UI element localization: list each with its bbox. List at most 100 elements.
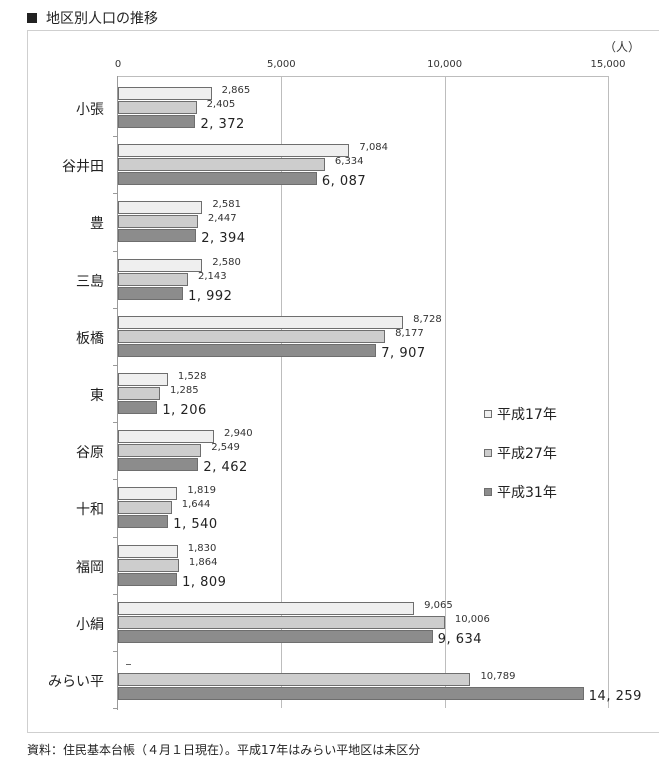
bar-h27 [118,444,202,458]
value-label: 9, 634 [437,631,483,647]
x-tick-label: 10,000 [427,59,463,70]
bar-h17 [118,144,350,158]
bar-h27 [118,615,445,629]
bar-h31 [118,172,317,186]
bar-h31 [118,572,178,586]
value-label: 14, 259 [588,689,642,704]
category-label: 谷井田 [62,159,104,176]
bar-h27 [118,673,471,686]
bar-h27 [118,558,179,572]
legend-item-h27: 平成27年 [484,443,557,463]
category-label: 豊 [90,216,104,233]
category-label: 小張 [76,102,104,118]
legend-label: 平成17年 [497,407,557,423]
chart-title: 地区別人口の推移 [27,8,158,28]
value-label: 2,940 [224,428,253,440]
bar-h27 [118,215,198,229]
value-label: 10,006 [454,613,490,625]
category-tick [113,651,118,652]
bar-h17 [118,430,215,444]
bar-h17 [118,487,178,501]
value-label: 7,084 [359,142,389,154]
value-label: 2, 394 [201,231,246,247]
bar-h27 [118,501,172,515]
value-label: 1,528 [177,371,207,382]
category-label: 十和 [76,502,104,519]
x-tick-label: 5,000 [267,59,296,70]
bar-h17 [118,373,168,386]
no-data-dash [126,664,131,665]
category-label: 三島 [76,273,104,290]
value-label: 2,447 [207,213,237,225]
value-label: 2,143 [198,270,227,282]
value-label: 1, 992 [188,288,233,304]
bar-h31 [118,458,199,472]
category-label: みらい平 [48,674,104,690]
value-label: 6,334 [334,156,364,168]
bar-h31 [118,115,196,128]
x-tick-label: 0 [114,59,122,70]
value-label: 1, 809 [182,574,227,590]
category-label: 福岡 [76,559,104,576]
bar-h27 [118,329,386,343]
chart-frame [27,30,659,733]
value-label: 1,285 [169,385,199,396]
value-label: 8,177 [395,327,424,339]
value-label: 6, 087 [321,174,367,190]
legend-item-h17: 平成17年 [484,404,557,424]
bar-h31 [118,401,158,414]
value-label: 1,864 [188,556,218,568]
category-tick [113,307,118,309]
category-label: 板橋 [76,330,104,347]
legend-item-h31: 平成31年 [484,482,557,502]
bar-h31 [118,629,433,643]
legend-swatch-icon [484,449,492,457]
value-label: 1,644 [181,499,211,511]
square-bullet-icon [27,13,37,23]
y-axis-line [117,76,118,710]
category-label: 東 [90,388,104,404]
unit-label: （人） [604,40,641,54]
value-label: 2,405 [206,99,236,110]
category-tick [113,365,118,366]
bar-h17 [118,87,212,100]
value-label: 8,728 [413,313,442,325]
bar-h31 [118,286,184,300]
bar-h17 [118,201,203,215]
bar-h31 [118,515,169,529]
bar-h17 [118,601,415,615]
gridline [608,76,609,708]
category-tick [113,193,118,195]
gridline [444,76,446,708]
value-label: 2, 462 [203,460,248,476]
legend: 平成17年 平成27年 平成31年 [484,404,557,521]
category-tick [113,536,118,538]
category-tick [113,479,118,481]
category-label: 小絹 [76,616,104,633]
bar-h27 [118,387,160,400]
bar-h31 [118,687,584,700]
value-label: 1, 206 [162,403,207,418]
value-label: 2,581 [212,199,241,211]
source-footnote: 資料：住民基本台帳（４月１日現在）。平成17年はみらい平地区は未区分 [27,743,421,757]
legend-swatch-icon [484,410,492,418]
category-tick [113,250,118,252]
value-label: 2,580 [212,256,241,268]
category-tick [113,593,118,595]
bar-h27 [118,272,188,286]
value-label: 2,865 [221,85,251,96]
value-label: 7, 907 [381,345,426,361]
bar-h17 [118,544,178,558]
value-label: 10,789 [480,671,516,682]
value-label: 2, 372 [200,117,245,132]
gridline [281,76,283,708]
bar-h31 [118,229,197,243]
legend-label: 平成27年 [497,446,557,462]
bar-h27 [118,101,197,114]
value-label: 2,549 [211,442,240,454]
x-tick-label: 15,000 [590,59,626,70]
value-label: 1,830 [187,542,217,554]
bar-h27 [118,158,325,172]
value-label: 1, 540 [173,517,218,533]
category-tick [113,136,118,138]
